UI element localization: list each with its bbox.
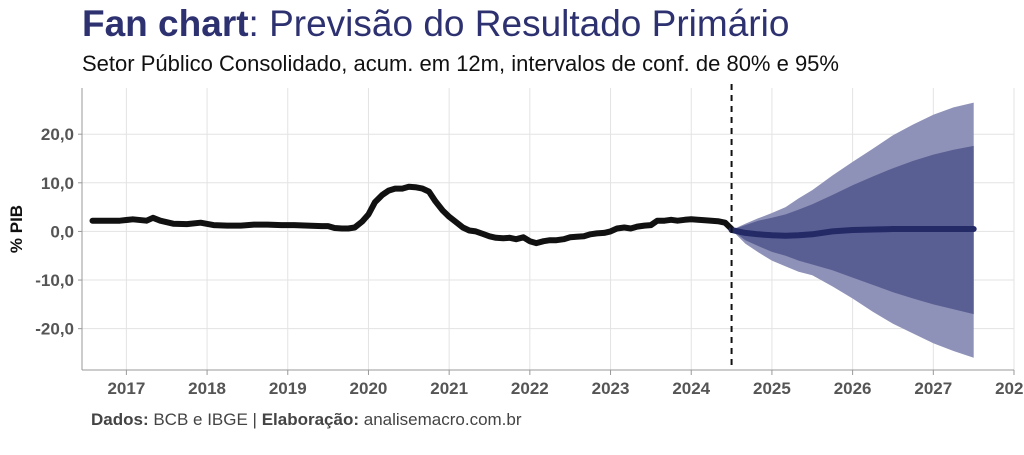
- y-tick-label: 20,0: [41, 125, 74, 144]
- y-tick-label: -20,0: [35, 320, 74, 339]
- x-tick-label: 2021: [430, 379, 468, 398]
- y-tick-label: 0,0: [50, 222, 74, 241]
- chart-title: Fan chart: Previsão do Resultado Primári…: [82, 2, 789, 46]
- caption-data-label: Dados:: [91, 410, 149, 429]
- y-axis-title: % PIB: [7, 205, 26, 253]
- x-tick-label: 2022: [511, 379, 549, 398]
- x-tick-label: 2023: [592, 379, 630, 398]
- history-line: [89, 183, 735, 247]
- x-tick-label: 2017: [107, 379, 145, 398]
- x-tick-label: 2020: [350, 379, 388, 398]
- chart-title-rest: : Previsão do Resultado Primário: [248, 3, 790, 44]
- x-tick-label: 2026: [834, 379, 872, 398]
- caption-data-text: BCB e IBGE |: [148, 410, 262, 429]
- x-tick-label: 2027: [914, 379, 952, 398]
- source-caption: Dados: BCB e IBGE | Elaboração: analisem…: [91, 408, 522, 432]
- x-tick-label: 2018: [188, 379, 226, 398]
- y-tick-label: 10,0: [41, 174, 74, 193]
- chart-subtitle: Setor Público Consolidado, acum. em 12m,…: [82, 51, 839, 76]
- y-tick-label: -10,0: [35, 271, 74, 290]
- fan-chart: -20,0 -10,0 0,0 10,0 20,0 2017 2018 2019 2020 202…: [7, 84, 1024, 398]
- forecast-line: [728, 226, 977, 239]
- x-tick-label: 2025: [753, 379, 791, 398]
- caption-author-label: Elaboração:: [261, 410, 360, 429]
- x-tick-label: 2024: [672, 379, 710, 398]
- x-tick-label: 2019: [269, 379, 307, 398]
- caption-author-text: analisemacro.com.br: [359, 410, 522, 429]
- chart-title-bold: Fan chart: [82, 3, 249, 44]
- x-tick-label: 2028: [995, 379, 1024, 398]
